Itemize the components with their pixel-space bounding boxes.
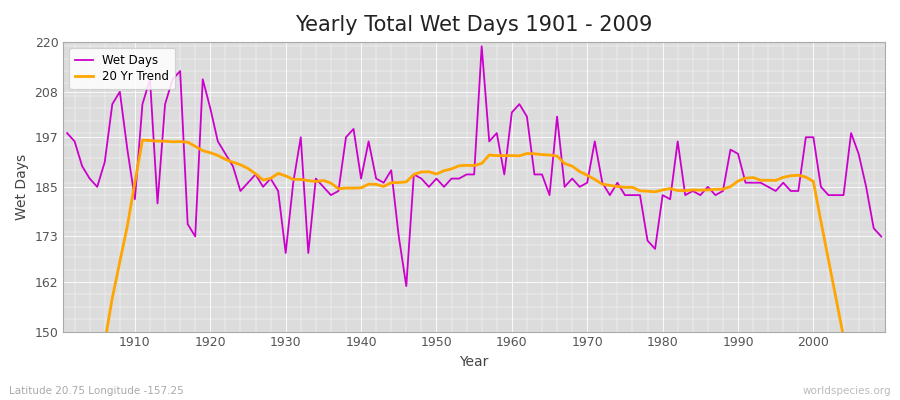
- 20 Yr Trend: [514, 154, 525, 158]
- Y-axis label: Wet Days: Wet Days: [15, 154, 29, 220]
- X-axis label: Year: Year: [460, 355, 489, 369]
- Line: 20 Yr Trend: 20 Yr Trend: [68, 140, 881, 400]
- Wet Days: [62, 131, 73, 136]
- Wet Days: [612, 180, 623, 185]
- Wet Days: [288, 180, 299, 185]
- Legend: Wet Days, 20 Yr Trend: Wet Days, 20 Yr Trend: [69, 48, 176, 89]
- 20 Yr Trend: [122, 224, 133, 228]
- 20 Yr Trend: [295, 177, 306, 182]
- 20 Yr Trend: [340, 186, 351, 190]
- Title: Yearly Total Wet Days 1901 - 2009: Yearly Total Wet Days 1901 - 2009: [295, 15, 652, 35]
- Line: Wet Days: Wet Days: [68, 46, 881, 286]
- Text: worldspecies.org: worldspecies.org: [803, 386, 891, 396]
- 20 Yr Trend: [137, 138, 148, 142]
- Wet Days: [876, 234, 886, 239]
- Wet Days: [333, 188, 344, 193]
- 20 Yr Trend: [605, 183, 616, 188]
- 20 Yr Trend: [507, 153, 517, 158]
- Wet Days: [400, 284, 411, 288]
- Text: Latitude 20.75 Longitude -157.25: Latitude 20.75 Longitude -157.25: [9, 386, 184, 396]
- Wet Days: [122, 147, 133, 152]
- Wet Days: [521, 114, 532, 119]
- Wet Days: [514, 102, 525, 106]
- Wet Days: [476, 44, 487, 49]
